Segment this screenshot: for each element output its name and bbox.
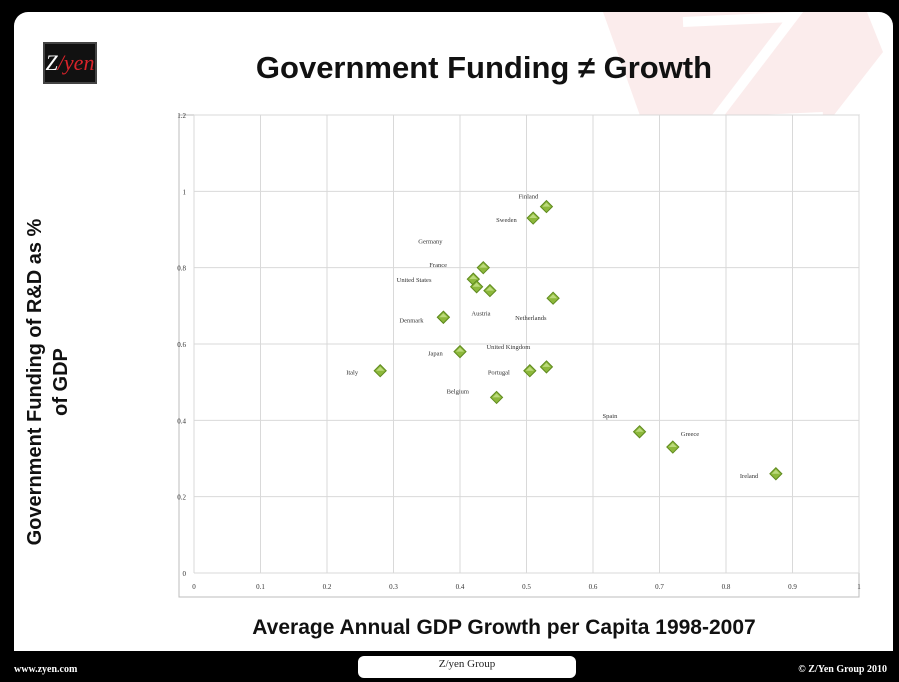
y-axis-label-line-2: of GDP [50, 348, 72, 416]
x-axis-label: Average Annual GDP Growth per Capita 199… [252, 616, 756, 639]
point-label: Netherlands [515, 315, 547, 322]
data-point [453, 344, 467, 359]
footer-copyright: © Z/Yen Group 2010 [798, 664, 887, 675]
y-tick-label: 1.2 [177, 112, 186, 120]
point-label: Germany [418, 239, 443, 246]
y-tick-label: 0.8 [177, 265, 186, 273]
data-point [666, 440, 680, 454]
x-tick-label: 0.8 [722, 583, 731, 591]
point-label: Spain [603, 413, 619, 420]
x-tick-label: 0.2 [323, 583, 332, 591]
x-tick-label: 0 [192, 583, 196, 591]
point-label: Ireland [740, 473, 759, 480]
x-tick-label: 0.4 [456, 583, 465, 591]
point-label: Italy [346, 370, 359, 377]
y-tick-label: 0.6 [177, 341, 186, 349]
y-axis-label: Government Funding of R&D as % of GDP [22, 162, 74, 602]
x-tick-label: 0.6 [589, 583, 598, 591]
data-point [373, 364, 387, 378]
slide-title: Government Funding ≠ Growth [255, 50, 713, 85]
point-label: France [429, 262, 447, 269]
point-label: Greece [681, 431, 700, 438]
point-label: Japan [428, 351, 444, 358]
data-point [546, 291, 560, 305]
plot-area-border [178, 114, 860, 598]
x-tick-label: 0.7 [655, 583, 664, 591]
zyen-logo: Z/yen [43, 42, 97, 84]
y-tick-labels: 0 0.2 0.4 0.6 0.8 1 1.2 [177, 112, 186, 578]
footer-website: www.zyen.com [14, 664, 78, 675]
data-point [632, 425, 647, 439]
grid-lines [193, 114, 860, 574]
data-point [489, 390, 504, 405]
scatter-chart: 0 0.2 0.4 0.6 0.8 1 1.2 0 0.1 0.2 0.3 0.4 0.5 0.6 0.7… [177, 112, 861, 598]
data-point [436, 310, 451, 324]
data-point [523, 364, 537, 378]
data-points: Finland Sweden Germany France United States A… [346, 194, 783, 481]
x-tick-labels: 0 0.1 0.2 0.3 0.4 0.5 0.6 0.7 0.8 0.9 1 [192, 583, 861, 591]
data-point [476, 260, 490, 275]
data-point [539, 360, 554, 374]
point-label: Denmark [399, 317, 424, 324]
data-point [483, 283, 497, 298]
y-tick-label: 0.4 [177, 417, 186, 425]
y-tick-label: 0.2 [177, 494, 186, 502]
point-label: United States [397, 277, 432, 284]
footer-company: Z/yen Group [358, 656, 576, 678]
x-tick-label: 0.1 [256, 583, 265, 591]
point-label: Finland [518, 194, 539, 201]
point-label: Belgium [447, 388, 469, 395]
point-label: United Kingdom [486, 344, 530, 351]
x-tick-label: 1 [857, 583, 861, 591]
data-point [539, 199, 554, 214]
data-point [526, 211, 540, 225]
data-point [469, 280, 484, 294]
point-label: Sweden [496, 217, 517, 224]
slide: Z/yen Government Funding ≠ Growth Govern… [14, 12, 893, 651]
x-tick-label: 0.5 [522, 583, 531, 591]
y-axis-label-line-1: Government Funding of R&D as % [24, 218, 46, 546]
point-label: Austria [471, 310, 490, 317]
data-point [769, 467, 783, 481]
x-tick-label: 0.3 [389, 583, 398, 591]
y-tick-label: 0 [183, 570, 187, 578]
y-tick-label: 1 [183, 188, 187, 196]
point-label: Portugal [488, 370, 510, 377]
x-tick-label: 0.9 [788, 583, 797, 591]
